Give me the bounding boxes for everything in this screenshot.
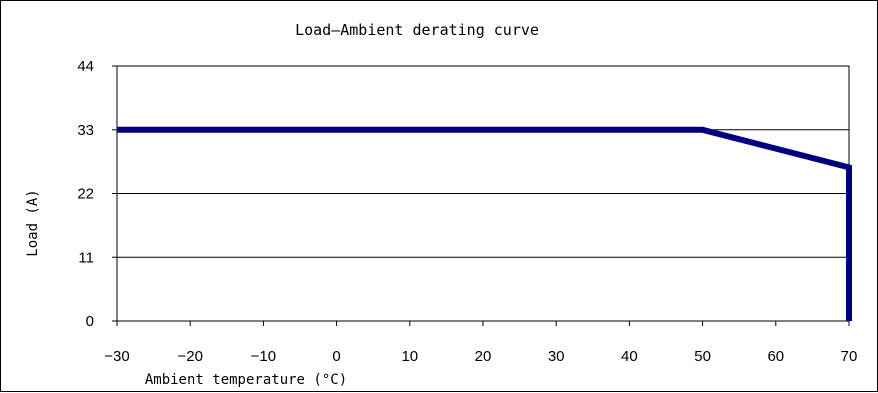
x-tick-label-5: 20 <box>475 348 492 365</box>
y-axis-ticks: 0 11 22 33 44 <box>77 58 117 330</box>
y-tick-label-1: 11 <box>78 249 94 266</box>
series-line-0 <box>117 126 852 321</box>
x-tick-label-1: −20 <box>177 348 202 365</box>
x-tick-label-7: 40 <box>621 348 638 365</box>
series-group <box>117 126 852 321</box>
x-axis-ticks: −30 −20 −10 0 10 20 30 40 50 60 70 <box>104 321 857 365</box>
y-tick-label-4: 44 <box>77 58 94 75</box>
x-tick-label-8: 50 <box>694 348 711 365</box>
y-tick-label-3: 33 <box>77 122 94 139</box>
y-axis-label: Load (A) <box>25 189 41 256</box>
y-tick-label-2: 22 <box>77 186 94 203</box>
x-tick-label-6: 30 <box>548 348 565 365</box>
x-tick-label-10: 70 <box>841 348 858 365</box>
chart-title: Load—Ambient derating curve <box>295 21 539 39</box>
x-tick-label-3: 0 <box>332 348 340 365</box>
y-tick-label-0: 0 <box>86 313 94 330</box>
x-tick-label-0: −30 <box>104 348 129 365</box>
x-axis-label: Ambient temperature (°C) <box>145 372 347 388</box>
gridlines <box>117 65 849 322</box>
x-tick-label-9: 60 <box>767 348 784 365</box>
x-tick-label-4: 10 <box>401 348 418 365</box>
x-tick-label-2: −10 <box>251 348 276 365</box>
